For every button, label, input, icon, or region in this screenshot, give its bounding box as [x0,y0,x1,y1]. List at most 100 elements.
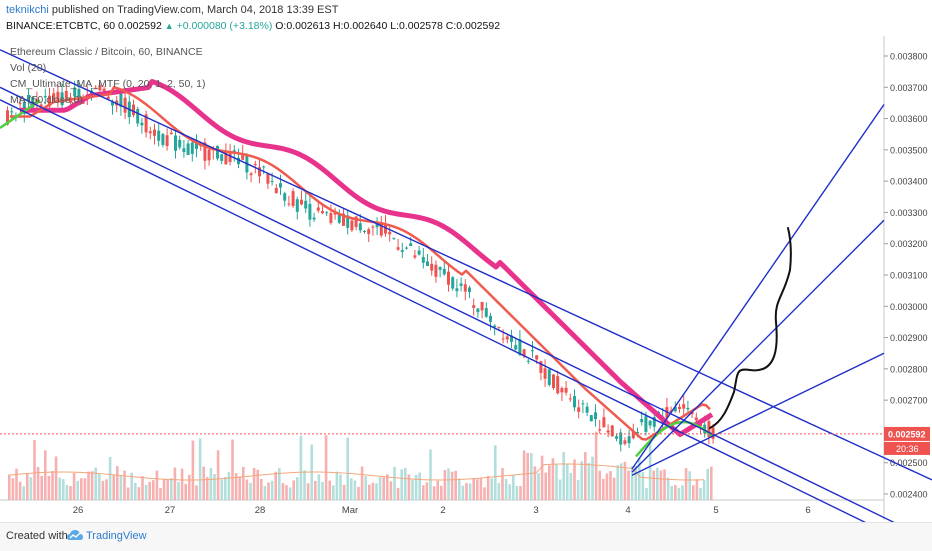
candle-body [39,104,43,108]
candle-body [342,213,345,226]
volume-bar [184,483,187,500]
candle-body [682,404,686,409]
legend-vol[interactable]: Vol (20) [10,62,47,74]
volume-bar [418,472,421,500]
legend-cm[interactable]: CM_Ultimate_MA_MTF (0, 20, 1, 2, 50, 1) [10,78,206,90]
volume-bar [396,487,400,500]
volume-bar [515,485,519,500]
candle-body [358,223,362,231]
volume-bar [152,480,155,500]
candle-body [224,151,228,165]
candle-body [10,111,14,113]
volume-bar [51,470,54,500]
candle-body [434,264,438,277]
x-tick-label: 3 [533,505,538,516]
volume-bar [188,474,191,500]
y-tick-label: 0.003600 [890,114,928,124]
volume-bar [137,487,141,500]
volume-bar [321,481,324,500]
volume-bar [166,478,169,500]
volume-bar [512,475,515,500]
candle-body [451,277,455,289]
candle-body [652,417,656,427]
x-tick-label: 27 [165,505,176,516]
candle-body [497,326,501,328]
candle-body [409,243,413,246]
volume-bar [681,485,684,500]
volume-bar [468,483,472,500]
candle-body [174,135,177,151]
volume-bar [112,475,115,500]
volume-bar [180,468,184,500]
volume-bar [206,477,209,500]
candle-body [455,288,459,292]
candle-body [18,103,22,105]
volume-bar [162,479,166,500]
volume-bar [533,466,537,500]
volume-bar [684,468,688,500]
volume-bar [551,458,555,500]
volume-bar [544,472,547,500]
volume-bar [134,482,137,500]
volume-bar [486,475,490,500]
candle-body [489,315,492,322]
volume-bar [623,461,627,500]
volume-bar [620,463,623,500]
volume-bar [252,468,256,500]
volume-bar [173,467,177,500]
volume-bar [90,471,94,500]
volume-bar [692,485,695,500]
price-chart[interactable]: 0.003800 0.003700 0.003600 0.003500 0.003400… [0,0,932,522]
volume-bar [594,431,598,500]
candle-body [598,429,602,431]
volume-bar [40,475,43,500]
channel-lower [0,86,895,522]
candle-body [417,250,421,255]
candle-body [253,164,257,166]
candle-body [312,217,316,220]
candle-body [295,199,299,212]
tradingview-brand-link[interactable]: TradingView [86,530,147,542]
volume-bar [69,486,72,500]
volume-bar [342,484,346,500]
volume-bar [47,475,51,500]
y-tick-label: 0.002700 [890,396,928,406]
candle-body [52,93,56,101]
candle-body [573,395,576,408]
volume-bar [393,466,396,500]
volume-bar [490,478,493,500]
candle-body [73,87,77,97]
author-link[interactable]: teknikchi [6,4,49,16]
volume-bar [101,480,105,500]
volume-bar [267,482,270,500]
candle-body [615,436,618,439]
candle-body [56,91,60,103]
volume-bar [562,452,565,500]
candle-body [468,287,471,293]
volume-bar [602,478,605,500]
volume-bar [220,479,223,500]
candle-body [350,220,354,231]
symbol-line: BINANCE:ETCBTC, 60 0.002592 [6,20,162,32]
candle-body [228,153,232,162]
volume-bar [519,486,522,500]
candle-body [190,142,194,154]
volume-bar [18,481,22,500]
ma-green-start-line [0,99,41,129]
volume-bar [22,486,25,500]
volume-bar [141,476,144,500]
candle-body [619,432,623,445]
candle-body [186,143,190,155]
legend-ma[interactable]: MA (50,close,0) [10,94,83,106]
candle-body [262,166,266,168]
volume-bar [65,485,69,500]
candle-body [169,132,173,135]
candle-body [535,355,539,360]
volume-bar [296,477,299,500]
candle-body [60,92,64,106]
volume-bar [378,477,382,500]
volume-bar [260,478,263,500]
volume-bar [285,485,288,500]
volume-bar [54,456,58,500]
candle-body [241,152,245,160]
